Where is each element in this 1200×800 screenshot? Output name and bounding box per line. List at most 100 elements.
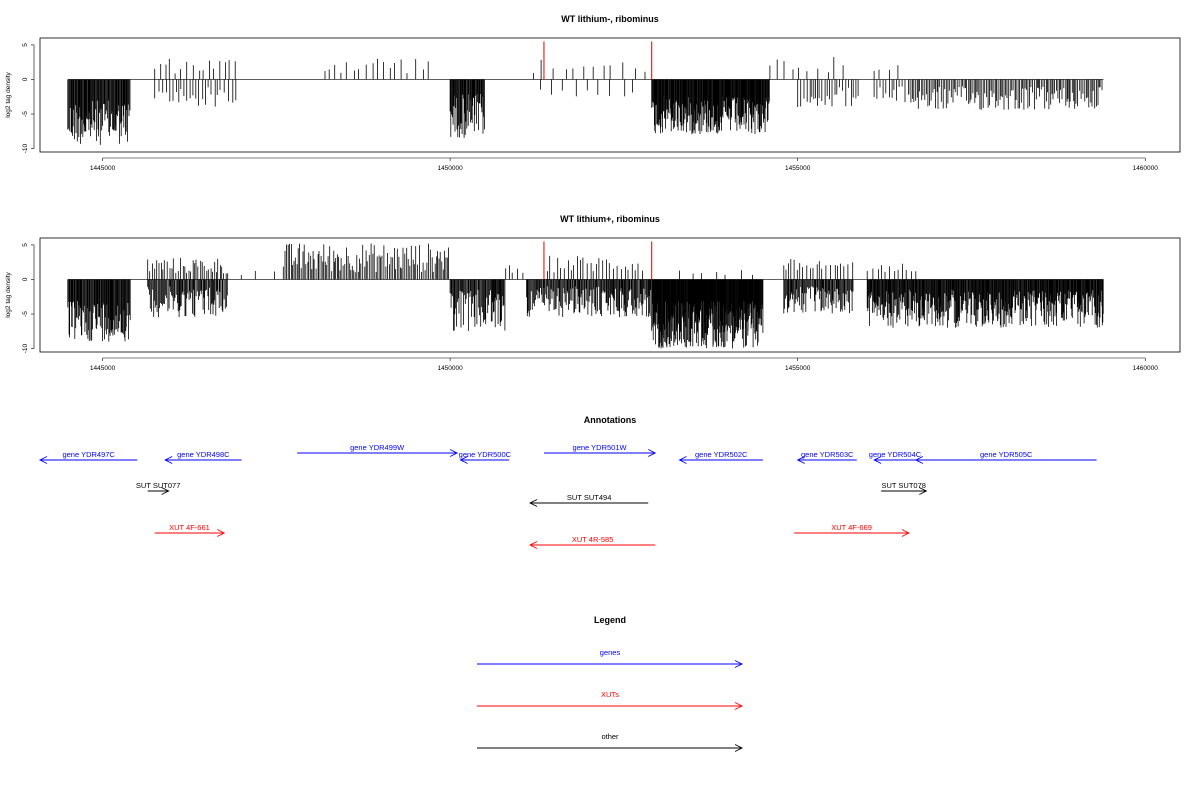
feature-label: SUT SUT077 <box>136 481 180 490</box>
coverage-bars <box>67 243 1104 349</box>
feature-gene: gene YDR504C <box>869 450 922 464</box>
feature-arrow <box>543 449 657 457</box>
feature-arrow <box>794 529 910 537</box>
arrow-head <box>647 449 657 457</box>
feature-label: gene YDR501W <box>573 443 628 452</box>
coverage-bars <box>67 57 1103 145</box>
x-tick-label: 1460000 <box>1133 165 1159 172</box>
feature-arrow <box>678 456 763 464</box>
feature-arrow <box>154 529 226 537</box>
feature-label: SUT SUT078 <box>881 481 925 490</box>
y-tick-label: -5 <box>22 311 29 317</box>
y-tick-label: 5 <box>22 43 29 47</box>
feature-gene: gene YDR502C <box>678 450 763 464</box>
legend-title: Legend <box>594 615 626 625</box>
feature-arrow <box>796 456 857 464</box>
feature-label: gene YDR497C <box>62 450 115 459</box>
feature-label: gene YDR500C <box>459 450 512 459</box>
legend-item-other: other <box>477 732 744 752</box>
x-tick-label: 1445000 <box>90 165 116 172</box>
x-tick-label: 1455000 <box>785 165 811 172</box>
feature-label: gene YDR504C <box>869 450 922 459</box>
legend-item-label: XUTs <box>601 690 619 699</box>
arrow-head <box>796 456 805 464</box>
feature-arrow <box>147 487 170 495</box>
x-tick-label: 1450000 <box>437 365 463 372</box>
feature-arrow <box>164 456 242 464</box>
feature-other: SUT SUT077 <box>136 481 180 495</box>
arrow-head <box>919 487 928 495</box>
y-tick-label: -10 <box>22 343 29 353</box>
feature-gene: gene YDR501W <box>543 443 657 457</box>
feature-gene: gene YDR498C <box>164 450 242 464</box>
coverage-panel-2: WT lithium+, ribominus 5 0 -5 -10 log2 tag de… <box>5 214 1181 372</box>
y-axis-label: log2 tag density <box>5 271 12 317</box>
feature-label: XUT 4F-669 <box>831 523 872 532</box>
legend-item-genes: genes <box>477 648 744 668</box>
y-tick-label: 0 <box>22 277 29 281</box>
feature-label: XUT 4F-661 <box>169 523 210 532</box>
arrow-head <box>38 456 48 464</box>
legend-item-arrow <box>477 702 744 710</box>
arrow-head <box>914 456 924 464</box>
feature-arrow <box>529 541 656 549</box>
feature-arrow <box>297 449 459 457</box>
arrow-head <box>734 744 744 752</box>
feature-gene: gene YDR499W <box>297 443 459 457</box>
arrow-head <box>217 529 226 537</box>
feature-label: XUT 4R-585 <box>572 535 614 544</box>
y-tick-label: 5 <box>22 243 29 247</box>
arrow-head <box>164 456 173 464</box>
feature-label: SUT SUT494 <box>567 493 611 502</box>
feature-arrow <box>38 456 138 464</box>
feature-other: SUT SUT494 <box>529 493 649 507</box>
legend-item-arrow <box>477 660 744 668</box>
arrow-head <box>449 449 459 457</box>
feature-arrow <box>873 456 916 464</box>
feature-gene: gene YDR503C <box>796 450 857 464</box>
feature-arrow <box>914 456 1097 464</box>
x-tick-label: 1460000 <box>1133 365 1159 372</box>
y-tick-label: -5 <box>22 111 29 117</box>
coverage-panel-1: WT lithium-, ribominus 5 0 -5 -10 log2 tag de… <box>5 14 1181 172</box>
feature-gene: gene YDR500C <box>459 450 512 464</box>
feature-gene: gene YDR497C <box>38 450 138 464</box>
y-tick-label: -10 <box>22 143 29 153</box>
plot-frame <box>39 37 1181 153</box>
arrow-head <box>459 456 468 464</box>
feature-xut: XUT 4F-669 <box>794 523 910 537</box>
coverage-panels: WT lithium-, ribominus 5 0 -5 -10 log2 tag de… <box>5 14 1181 372</box>
feature-arrow <box>459 456 510 464</box>
feature-xut: XUT 4R-585 <box>529 535 656 549</box>
x-axis: 1445000 1450000 1455000 1460000 <box>90 157 1159 172</box>
arrow-head <box>161 487 170 495</box>
panel-title: WT lithium-, ribominus <box>561 14 659 24</box>
x-tick-label: 1455000 <box>785 365 811 372</box>
arrow-head <box>678 456 687 464</box>
feature-arrow <box>529 499 649 507</box>
arrow-head <box>734 702 744 710</box>
feature-gene: gene YDR505C <box>914 450 1097 464</box>
arrow-head <box>529 499 538 507</box>
feature-xut: XUT 4F-661 <box>154 523 226 537</box>
feature-label: gene YDR503C <box>801 450 854 459</box>
feature-arrow <box>881 487 928 495</box>
annotations-title: Annotations <box>584 415 637 425</box>
x-axis: 1445000 1450000 1455000 1460000 <box>90 357 1159 372</box>
feature-label: gene YDR498C <box>177 450 230 459</box>
annotations-section: Annotations gene YDR497C gene YDR498C gene… <box>38 415 1097 549</box>
x-tick-label: 1445000 <box>90 365 116 372</box>
plot-frame <box>39 237 1181 353</box>
feature-other: SUT SUT078 <box>881 481 928 495</box>
legend-item-label: other <box>601 732 619 741</box>
legend: Legend genes XUTs other <box>477 615 744 752</box>
feature-label: gene YDR502C <box>695 450 748 459</box>
arrow-head <box>901 529 910 537</box>
feature-label: gene YDR499W <box>350 443 405 452</box>
y-axis-label: log2 tag density <box>5 71 12 117</box>
legend-item-label: genes <box>600 648 621 657</box>
y-axis: 5 0 -5 -10 log2 tag density <box>5 243 35 353</box>
legend-items: genes XUTs other <box>477 648 744 752</box>
legend-item-XUTs: XUTs <box>477 690 744 710</box>
